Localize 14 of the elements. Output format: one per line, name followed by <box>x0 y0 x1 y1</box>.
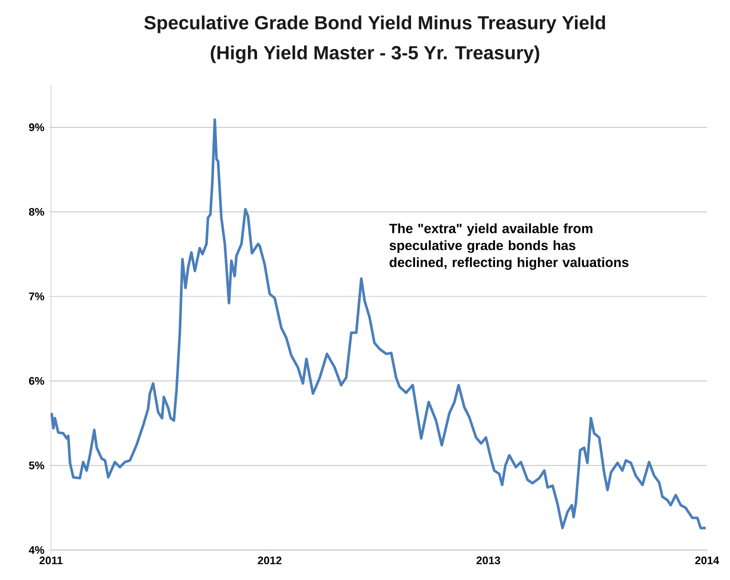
chart-title: Speculative Grade Bond Yield Minus Treasury Yield <box>144 16 606 34</box>
x-tick-label: 2011 <box>39 556 63 564</box>
y-tick-label: 6% <box>29 377 44 385</box>
annotation: The "extra" yield available from speculative grade bonds has declined, reflecting higher valuations <box>389 223 628 270</box>
y-tick-label: 7% <box>29 292 44 300</box>
line-series <box>50 118 707 530</box>
y-tick-label: 4% <box>28 546 44 554</box>
x-tick-label: 2012 <box>258 556 282 564</box>
x-tick-label: 2014 <box>695 556 720 564</box>
y-tick-label: 5% <box>28 462 44 470</box>
x-tick-label: 2013 <box>476 556 500 564</box>
chart-subtitle: (High Yield Master - 3-5 Yr. Treasury) <box>210 46 540 64</box>
y-tick-label: 8% <box>28 208 44 216</box>
y-tick-label: 9% <box>29 123 44 132</box>
